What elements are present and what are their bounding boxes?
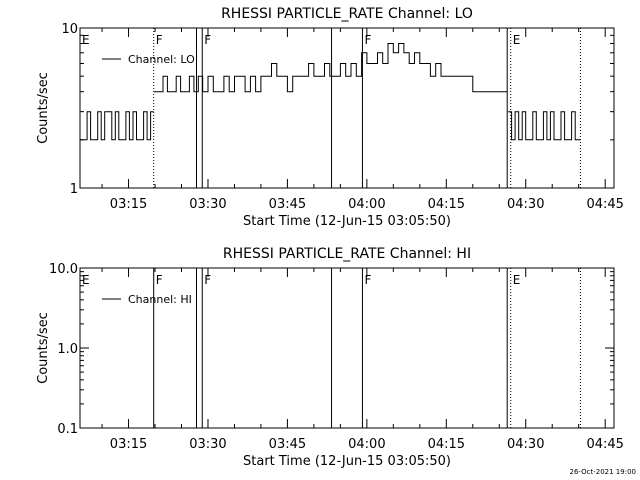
- hi-channel-panel: RHESSI PARTICLE_RATE Channel: HI 0.1 1.0 10…: [36, 246, 624, 469]
- plot-frame: [79, 27, 615, 189]
- y-tick-label: 10: [61, 22, 78, 37]
- y-tick-label: 1: [70, 182, 78, 197]
- x-axis-label: Start Time (12-Jun-15 03:05:50): [243, 454, 451, 469]
- x-tick-label: 04:30: [507, 437, 544, 452]
- x-tick-label: 03:45: [269, 437, 306, 452]
- event-marker-label: E: [82, 33, 90, 47]
- legend-label: Channel: HI: [128, 293, 192, 306]
- legend-label: Channel: LO: [128, 53, 195, 66]
- series-line: [80, 111, 154, 141]
- event-marker-label: F: [204, 273, 211, 287]
- x-tick-label: 04:30: [507, 197, 544, 212]
- x-tick-label: 04:00: [348, 197, 385, 212]
- x-tick-label: 03:30: [189, 197, 226, 212]
- x-axis-label: Start Time (12-Jun-15 03:05:50): [243, 214, 451, 229]
- event-marker-label: F: [364, 273, 371, 287]
- lo-channel-panel: RHESSI PARTICLE_RATE Channel: LO 1 10 Count…: [36, 6, 624, 229]
- x-tick-label: 03:15: [110, 437, 147, 452]
- plot-frame: [79, 267, 615, 429]
- x-tick-label: 04:00: [348, 437, 385, 452]
- event-marker-label: F: [204, 33, 211, 47]
- event-marker-label: F: [156, 273, 163, 287]
- series-line: [508, 111, 581, 141]
- event-marker-label: E: [513, 273, 521, 287]
- x-tick-label: 03:30: [189, 437, 226, 452]
- series-line: [154, 43, 508, 93]
- x-tick-label: 04:15: [428, 197, 465, 212]
- y-tick-label: 1.0: [57, 342, 78, 357]
- y-tick-label: 10.0: [49, 262, 78, 277]
- x-tick-label: 04:15: [428, 437, 465, 452]
- x-tick-label: 03:15: [110, 197, 147, 212]
- x-tick-label: 03:45: [269, 197, 306, 212]
- event-marker-label: E: [82, 273, 90, 287]
- generation-timestamp: 26-Oct-2021 19:00: [570, 468, 636, 476]
- chart-title: RHESSI PARTICLE_RATE Channel: LO: [221, 6, 473, 22]
- x-tick-label: 04:45: [586, 197, 623, 212]
- y-axis-label: Counts/sec: [36, 72, 51, 144]
- event-marker-label: F: [364, 33, 371, 47]
- chart-title: RHESSI PARTICLE_RATE Channel: HI: [223, 246, 471, 262]
- event-marker-label: E: [513, 33, 521, 47]
- event-marker-label: F: [156, 33, 163, 47]
- x-tick-label: 04:45: [586, 437, 623, 452]
- y-axis-label: Counts/sec: [36, 312, 51, 384]
- y-tick-label: 0.1: [57, 422, 78, 437]
